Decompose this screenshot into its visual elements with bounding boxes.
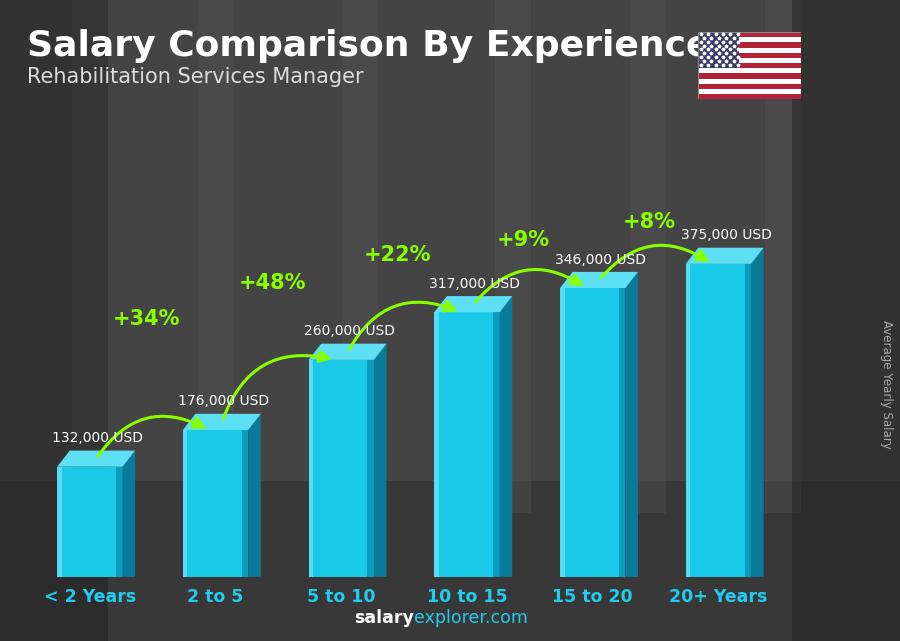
Polygon shape [309, 344, 386, 360]
Polygon shape [560, 288, 564, 577]
Polygon shape [116, 467, 122, 577]
Text: +34%: +34% [112, 309, 180, 329]
Bar [698, 32, 801, 37]
Bar [698, 69, 801, 74]
Bar [698, 94, 801, 99]
Polygon shape [435, 312, 439, 577]
Bar [698, 74, 801, 79]
Bar [698, 47, 801, 53]
Polygon shape [686, 264, 690, 577]
Bar [72, 0, 108, 513]
Bar [698, 42, 801, 47]
Polygon shape [435, 312, 500, 577]
Text: 375,000 USD: 375,000 USD [680, 228, 771, 242]
Bar [698, 37, 801, 42]
Polygon shape [309, 360, 374, 577]
Polygon shape [367, 360, 374, 577]
Polygon shape [686, 247, 764, 264]
Bar [495, 0, 531, 513]
Polygon shape [183, 430, 187, 577]
Text: Salary Comparison By Experience: Salary Comparison By Experience [27, 29, 710, 63]
Text: 260,000 USD: 260,000 USD [303, 324, 394, 338]
Text: +48%: +48% [238, 273, 306, 294]
Bar [198, 0, 234, 513]
Polygon shape [374, 344, 386, 577]
Bar [698, 79, 801, 84]
Polygon shape [560, 272, 638, 288]
Polygon shape [493, 312, 500, 577]
Bar [698, 32, 739, 69]
Polygon shape [183, 430, 248, 577]
Bar [698, 84, 801, 89]
Polygon shape [619, 288, 625, 577]
Text: salary: salary [354, 609, 414, 627]
Polygon shape [626, 272, 638, 577]
Text: explorer.com: explorer.com [414, 609, 528, 627]
Bar [0, 0, 108, 641]
Text: 176,000 USD: 176,000 USD [178, 394, 269, 408]
Polygon shape [435, 296, 512, 312]
Bar [698, 58, 801, 63]
Polygon shape [309, 360, 313, 577]
Polygon shape [183, 414, 261, 430]
Bar [698, 89, 801, 94]
Polygon shape [744, 264, 752, 577]
Text: Average Yearly Salary: Average Yearly Salary [880, 320, 893, 449]
Text: 346,000 USD: 346,000 USD [555, 253, 646, 267]
Bar [0, 481, 900, 641]
Bar [698, 53, 801, 58]
Polygon shape [500, 296, 512, 577]
Text: +9%: +9% [497, 230, 550, 250]
Bar [765, 0, 801, 513]
Polygon shape [560, 288, 625, 577]
Bar [792, 0, 900, 641]
Polygon shape [248, 414, 261, 577]
Text: 132,000 USD: 132,000 USD [52, 431, 143, 445]
Polygon shape [686, 264, 751, 577]
Bar [698, 63, 801, 69]
Polygon shape [58, 467, 122, 577]
Polygon shape [752, 247, 764, 577]
Bar [342, 0, 378, 513]
Polygon shape [58, 451, 135, 467]
Text: 317,000 USD: 317,000 USD [429, 277, 520, 291]
Text: +8%: +8% [623, 212, 676, 232]
Text: Rehabilitation Services Manager: Rehabilitation Services Manager [27, 67, 364, 87]
Polygon shape [242, 430, 248, 577]
Polygon shape [58, 467, 62, 577]
Bar [630, 0, 666, 513]
Text: +22%: +22% [364, 245, 432, 265]
Polygon shape [122, 451, 135, 577]
